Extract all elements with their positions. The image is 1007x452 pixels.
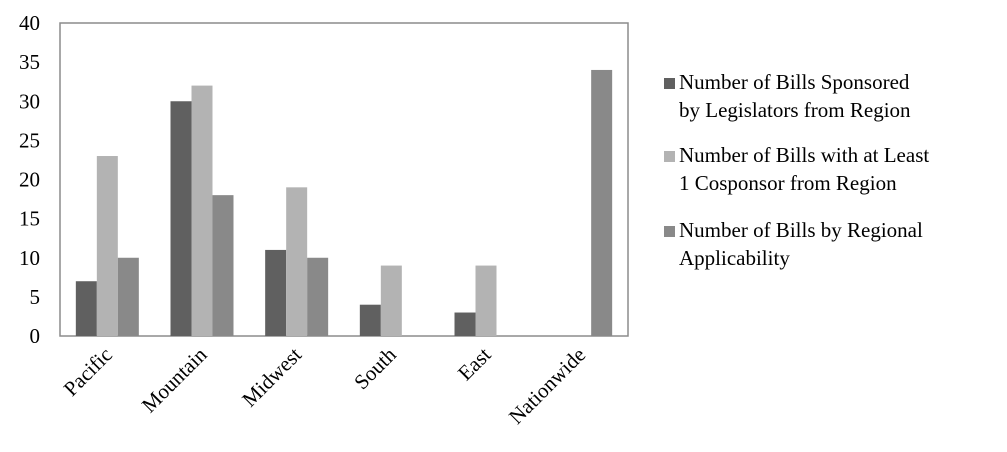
plot-area: 0 5 10 15 20 25 30 35 40 Pacific Mountain Midwest So… [19,11,629,429]
bar-east-series-1 [454,312,476,336]
bar-nationwide-series-3 [591,69,613,336]
y-tick-label: 25 [19,128,40,152]
y-tick-label: 10 [19,246,40,270]
legend-label: Number of Bills by Regional [679,218,923,242]
x-tick-label: Mountain [137,342,212,417]
y-tick-label: 40 [19,11,40,35]
legend-swatch [664,78,675,89]
bar-mountain-series-2 [191,85,213,336]
legend-label: Number of Bills Sponsored [679,70,910,94]
bar-mountain-series-3 [212,195,234,336]
y-tick-label: 20 [19,168,40,192]
bar-east-series-2 [475,265,497,336]
plot-border [59,22,629,337]
bar-midwest-series-3 [307,257,329,336]
bar-midwest-series-1 [265,249,287,336]
y-tick-label: 0 [30,324,41,348]
legend-label: by Legislators from Region [679,98,911,122]
x-tick-label: Pacific [59,343,117,401]
bar-south-series-1 [359,304,381,336]
bar-pacific-series-1 [75,281,97,336]
legend-label: Number of Bills with at Least [679,143,929,167]
bar-pacific-series-3 [117,257,139,336]
x-tick-label: Nationwide [504,343,590,429]
legend-label: Applicability [679,246,790,270]
y-tick-label: 5 [30,285,41,309]
bar-pacific-series-2 [96,156,118,336]
legend-swatch [664,151,675,162]
bar-midwest-series-2 [286,187,308,336]
y-tick-label: 30 [19,89,40,113]
x-tick-label: Midwest [237,342,306,411]
y-tick-label: 15 [19,207,40,231]
y-tick-label: 35 [19,50,40,74]
legend-swatch [664,226,675,237]
legend-label: 1 Cosponsor from Region [679,171,897,195]
bar-south-series-2 [380,265,402,336]
legend: Number of Bills Sponsored by Legislators … [664,70,929,270]
x-tick-label: East [453,342,496,385]
x-tick-label: South [349,342,401,394]
bar-mountain-series-1 [170,101,192,336]
